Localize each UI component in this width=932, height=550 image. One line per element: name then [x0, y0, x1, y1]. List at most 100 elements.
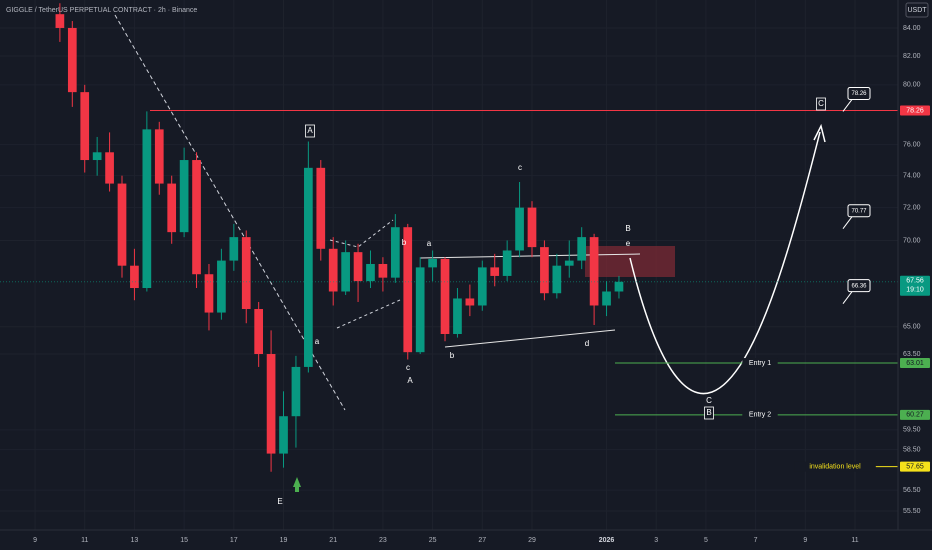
buy-arrow	[293, 477, 301, 492]
candle-body	[490, 267, 500, 276]
candle-body	[142, 129, 152, 289]
level-label-bg	[742, 409, 778, 420]
x-tick-label: 7	[754, 537, 758, 544]
candle-body	[105, 152, 114, 184]
candle-body	[589, 237, 599, 306]
wave-label-box	[704, 406, 714, 420]
chart-title: GIGGLE / TetherUS PERPETUAL CONTRACT · 2…	[6, 7, 197, 14]
callout-pointer	[842, 291, 853, 304]
callout-pointer	[842, 216, 853, 229]
level-badge-label: 78.26	[906, 107, 924, 114]
axes: 84.00 82.00 80.00 76.00 74.00 72.00 70.00 65.00…	[33, 25, 930, 544]
plot-area: Entry 1 Entry 2 invalidation level 78.26 70.…	[0, 3, 898, 506]
projection-path	[629, 131, 821, 395]
candle-body	[154, 129, 164, 184]
y-tick-label: 63.50	[903, 351, 921, 358]
level-label: Entry 2	[749, 412, 771, 419]
x-tick-label: 21	[329, 537, 337, 544]
wave-label: E	[277, 497, 282, 506]
candle-body	[304, 167, 313, 367]
wave-label: A	[407, 376, 413, 385]
callout-label: 70.77	[851, 208, 867, 214]
candle-body	[92, 152, 102, 161]
y-tick-label: 70.00	[903, 237, 921, 244]
level-badge-label: 57.65	[906, 463, 924, 470]
x-tick-label: 9	[803, 537, 807, 544]
last-price-badge	[900, 275, 930, 296]
wave-label-box	[816, 97, 826, 111]
y-tick-label: 76.00	[903, 141, 921, 148]
level-label-bg	[794, 461, 876, 472]
level-label: invalidation level	[809, 463, 861, 470]
level-badge-label: 63.01	[906, 360, 924, 367]
candle-body	[291, 366, 301, 417]
candle-body	[341, 252, 350, 292]
x-tick-label: 25	[429, 537, 437, 544]
candle-body	[602, 291, 611, 306]
candle-body	[390, 227, 400, 278]
wave-label: c	[406, 363, 410, 372]
candle-body	[415, 267, 425, 353]
callout-label: 66.36	[851, 283, 867, 289]
candle-body	[229, 237, 239, 261]
triangle-lower-line	[444, 329, 616, 348]
y-tick-label: 82.00	[903, 53, 921, 60]
y-tick-label: 72.00	[903, 204, 921, 211]
candle-body	[540, 247, 549, 294]
candle-body	[403, 227, 413, 353]
candle-body	[502, 250, 512, 276]
y-tick-label: 59.50	[903, 427, 921, 434]
candle-body	[465, 298, 475, 306]
currency-box[interactable]	[905, 2, 929, 18]
candle-body	[453, 298, 462, 335]
candle-body	[67, 27, 77, 93]
y-tick-label: 56.50	[903, 487, 921, 494]
wave-label: a	[427, 239, 432, 248]
y-tick-label: 84.00	[903, 25, 921, 32]
callout-label: 78.26	[851, 91, 867, 97]
callout-box	[847, 86, 871, 100]
candle-body	[366, 263, 375, 282]
x-tick-label: 17	[230, 537, 238, 544]
candle-body	[316, 167, 326, 249]
candle-body	[167, 183, 177, 233]
wave-label: B	[706, 408, 711, 417]
wave-label: b	[402, 238, 407, 247]
level-badge	[900, 358, 930, 369]
x-tick-label: 2026	[599, 537, 615, 544]
x-tick-label: 11	[81, 537, 88, 544]
x-tick-label: 29	[528, 537, 536, 544]
candle-body	[552, 265, 562, 294]
level-label-bg	[742, 358, 778, 369]
wave-label: e	[626, 239, 631, 248]
y-tick-label: 58.50	[903, 446, 921, 453]
countdown: 19:10	[906, 287, 924, 294]
x-tick-label: 5	[704, 537, 708, 544]
level-badge	[900, 105, 930, 116]
projection-arrow	[813, 123, 826, 143]
candle-body	[55, 14, 65, 28]
candle-body	[564, 260, 574, 266]
candle-body	[254, 309, 264, 355]
candle-body	[204, 274, 214, 313]
callout-box	[847, 279, 871, 293]
x-tick-label: 9	[33, 537, 37, 544]
candle-body	[192, 160, 201, 275]
currency[interactable]: USDT	[907, 7, 927, 14]
candle-body	[117, 183, 127, 266]
wave-label: c	[518, 163, 522, 172]
callout-pointer	[842, 99, 853, 112]
candle-body	[515, 207, 524, 251]
wave-label: d	[585, 339, 589, 348]
level-badge-label: 60.27	[906, 412, 924, 419]
candle-body	[241, 237, 251, 310]
candle-body	[130, 265, 139, 289]
wave-label: A	[307, 126, 313, 135]
x-tick-label: 3	[654, 537, 658, 544]
y-tick-label: 74.00	[903, 173, 921, 180]
candle-body	[328, 248, 338, 292]
candle-body	[80, 92, 90, 161]
candle-body	[378, 263, 388, 278]
